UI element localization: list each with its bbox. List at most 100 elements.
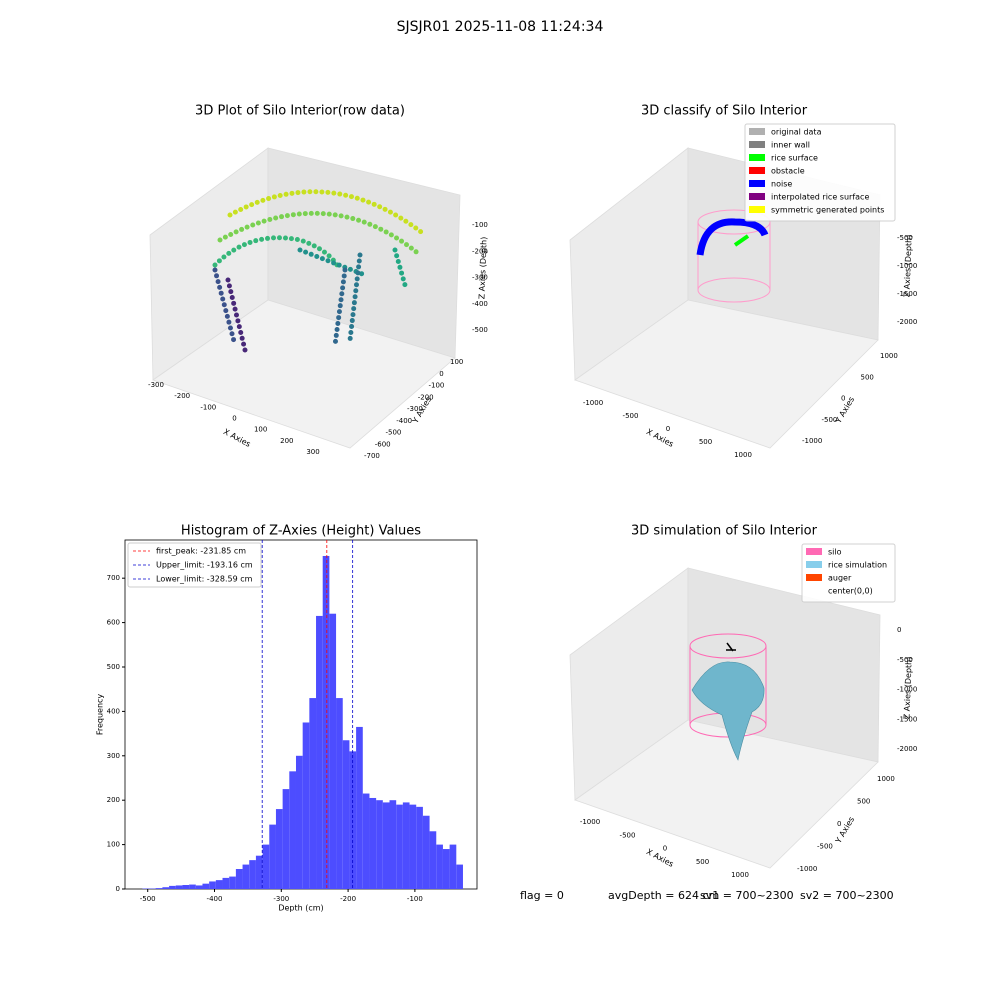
axis-label: Z Axies (Depth) (902, 235, 913, 298)
z-tick-label: -1000 (897, 262, 917, 270)
legend-label: Upper_limit: -193.16 cm (156, 561, 253, 570)
y-tick-label: 1000 (877, 775, 895, 783)
legend-box (801, 543, 896, 603)
z-tick-label: -500 (897, 234, 913, 242)
y-tick-label: -700 (364, 452, 380, 460)
legend-label: noise (771, 180, 792, 189)
x-tick-label: -300 (148, 381, 164, 389)
x-tick-label: -100 (407, 895, 423, 903)
bar (242, 864, 250, 889)
x-tick-label: 300 (306, 448, 319, 456)
bar (235, 869, 243, 889)
bar (295, 755, 303, 889)
bar (402, 802, 410, 889)
x-tick-label: -200 (174, 392, 190, 400)
bar (162, 887, 170, 889)
z-tick-label: -1500 (897, 715, 917, 723)
legend-label: auger (828, 574, 852, 583)
legend-label: first_peak: -231.85 cm (156, 547, 246, 556)
bar (449, 844, 457, 889)
legend-label: rice surface (771, 154, 818, 163)
y-tick-label: -1000 (802, 437, 822, 445)
legend-swatch (749, 154, 765, 161)
legend-label: rice simulation (828, 561, 887, 570)
bar (289, 771, 296, 889)
y-tick-label: 100 (107, 841, 120, 849)
x-tick-label: 1000 (734, 451, 752, 459)
x-tick-label: 0 (232, 415, 236, 423)
y-tick-label: 300 (107, 752, 120, 760)
legend-swatch (749, 167, 765, 174)
bar (155, 888, 163, 889)
x-tick-label: 0 (666, 425, 670, 433)
suptitle: SJSJR01 2025-11-08 11:24:34 (397, 19, 604, 35)
x-tick-label: -500 (620, 831, 636, 839)
z-tick-label: -200 (472, 247, 488, 255)
z-tick-label: -100 (472, 221, 488, 229)
bar (302, 722, 310, 889)
footer-text: sv1 = 700~2300 (700, 889, 794, 902)
bar (175, 885, 183, 889)
x-tick-label: -100 (200, 403, 216, 411)
bar (309, 698, 317, 889)
y-tick-label: 500 (861, 373, 874, 381)
legend-label: original data (771, 128, 822, 137)
panel-4-surface (689, 633, 767, 761)
legend-swatch (749, 141, 765, 148)
x-tick-label: 200 (280, 437, 293, 445)
z-tick-label: -500 (472, 326, 488, 334)
legend-label: center(0,0) (828, 587, 873, 596)
bar (436, 844, 443, 889)
bar (396, 804, 403, 889)
bar (182, 885, 190, 889)
bar (215, 880, 223, 889)
footer-text: flag = 0 (520, 889, 564, 902)
bar (409, 804, 417, 889)
y-tick-label: -500 (817, 843, 833, 851)
y-tick-label: 100 (450, 358, 463, 366)
y-tick-label: -500 (822, 416, 838, 424)
legend-swatch (806, 587, 822, 594)
legend-label: inner wall (771, 141, 810, 150)
legend-swatch (749, 206, 765, 213)
panel-2-points (696, 209, 771, 303)
panel-1-box (149, 147, 461, 449)
axis-label: Z Axies (Depth) (902, 657, 913, 720)
bar (195, 885, 203, 889)
legend-swatch (749, 128, 765, 135)
z-tick-label: -2000 (897, 318, 917, 326)
y-tick-label: -300 (407, 405, 423, 413)
bar (275, 809, 283, 889)
x-tick-label: -1000 (580, 818, 600, 826)
z-tick-label: -500 (897, 656, 913, 664)
x-tick-label: -500 (623, 412, 639, 420)
bar (376, 800, 383, 889)
y-tick-label: 0 (837, 820, 841, 828)
panel-title: 3D simulation of Silo Interior (631, 524, 818, 539)
x-tick-label: 0 (663, 845, 667, 853)
panel-4-box (569, 567, 881, 869)
bar (322, 555, 330, 889)
x-tick-label: -400 (207, 895, 223, 903)
y-tick-label: 200 (107, 796, 120, 804)
z-tick-label: 0 (897, 626, 901, 634)
bar (336, 698, 343, 889)
legend-swatch (749, 193, 765, 200)
bar (282, 789, 290, 889)
legend-label: interpolated rice surface (771, 193, 869, 202)
x-tick-label: 500 (696, 858, 709, 866)
y-tick-label: 400 (107, 707, 120, 715)
y-tick-label: 0 (116, 885, 120, 893)
bar (356, 726, 363, 889)
legend-box (744, 123, 896, 222)
x-tick-label: -300 (273, 895, 289, 903)
legend-swatch (806, 548, 822, 555)
x-tick-label: -1000 (583, 399, 603, 407)
axis-label: Z Axies (Depth) (477, 237, 488, 300)
bar (382, 802, 390, 889)
z-tick-label: -1500 (897, 290, 917, 298)
z-tick-label: -2000 (897, 745, 917, 753)
bar (316, 615, 323, 889)
legend-swatch (806, 561, 822, 568)
